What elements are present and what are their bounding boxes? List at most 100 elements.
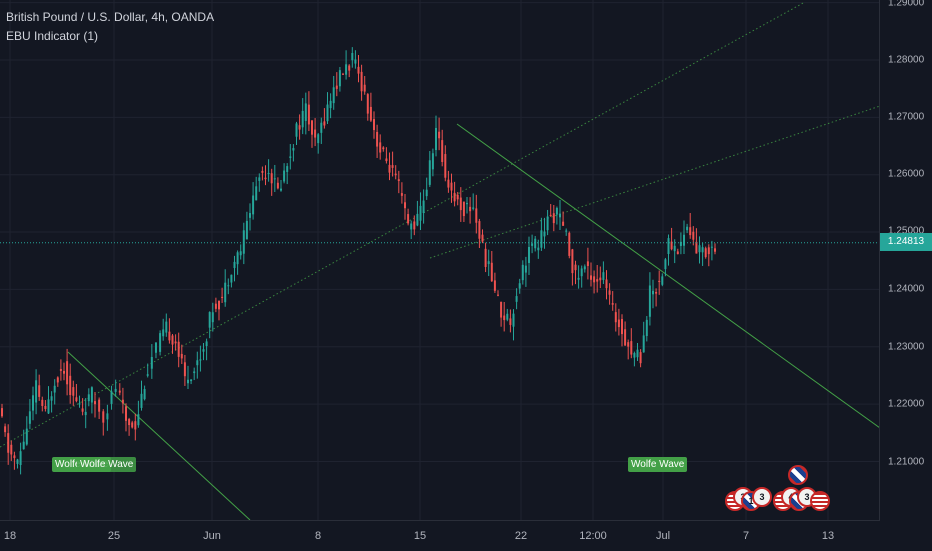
- candle-body: [87, 394, 90, 402]
- candle-body: [679, 241, 682, 246]
- candle-body: [44, 405, 47, 409]
- price-tick: 1.21000: [888, 456, 925, 468]
- candle-body: [555, 207, 558, 215]
- candle-body: [459, 197, 462, 211]
- candle-body: [627, 342, 630, 347]
- candle-body: [673, 245, 676, 252]
- candle-body: [391, 165, 394, 168]
- time-tick: 13: [821, 530, 835, 542]
- candle-body: [13, 455, 16, 459]
- candle-body: [270, 173, 273, 184]
- uk-event-flag[interactable]: [788, 465, 808, 485]
- candle-body: [602, 272, 605, 280]
- candle-body: [187, 379, 189, 384]
- time-tick: 15: [413, 530, 427, 542]
- candle-body: [549, 214, 552, 216]
- candle-body: [72, 387, 75, 396]
- candle-body: [41, 399, 44, 406]
- candle-body: [546, 216, 549, 231]
- candle-body: [710, 246, 713, 248]
- candle-body: [314, 129, 317, 138]
- candle-body: [642, 335, 645, 353]
- candle-body: [323, 121, 326, 126]
- candle-body: [453, 192, 456, 202]
- candle-body: [180, 353, 183, 359]
- candle-body: [329, 100, 332, 109]
- candle-body: [617, 319, 620, 328]
- candle-body: [264, 177, 267, 180]
- candle-body: [66, 361, 69, 385]
- candle-body: [534, 238, 537, 249]
- candle-body: [199, 359, 202, 361]
- candle-body: [16, 459, 19, 464]
- candle-body: [456, 194, 459, 200]
- wolfe-wave-label[interactable]: Wolfe Wave: [628, 457, 688, 472]
- price-tick: 1.22000: [888, 398, 925, 410]
- candle-body: [692, 231, 695, 240]
- symbol-title[interactable]: British Pound / U.S. Dollar, 4h, OANDA: [6, 10, 215, 24]
- wolfe-wave-label-overlap[interactable]: Wolfe Wave: [77, 457, 137, 472]
- candle-body: [369, 106, 372, 121]
- trendline: [67, 351, 251, 520]
- candle-body: [273, 178, 276, 180]
- candle-body: [165, 321, 168, 333]
- candle-body: [63, 370, 65, 374]
- candle-body: [636, 349, 639, 358]
- candle-body: [261, 170, 264, 173]
- candle-body: [431, 153, 434, 170]
- candle-body: [239, 251, 242, 256]
- candle-body: [379, 142, 382, 153]
- candle-body: [363, 84, 366, 92]
- candle-body: [286, 166, 289, 172]
- candle-body: [292, 148, 295, 151]
- candle-body: [683, 234, 685, 246]
- candle-body: [593, 276, 596, 283]
- candle-body: [652, 290, 654, 295]
- candle-body: [388, 164, 391, 173]
- candle-body: [509, 318, 512, 325]
- price-chart[interactable]: [0, 0, 880, 520]
- candle-body: [416, 213, 419, 226]
- candle-body: [478, 221, 481, 239]
- candle-body: [425, 189, 428, 197]
- candle-body: [311, 120, 313, 135]
- candle-body: [134, 421, 137, 430]
- candle-body: [326, 104, 329, 122]
- candle-body: [150, 357, 153, 369]
- candle-body: [28, 411, 31, 424]
- candle-body: [667, 238, 670, 254]
- candle-body: [481, 234, 484, 242]
- candle-body: [98, 399, 101, 412]
- candle-body: [190, 379, 193, 382]
- current-price-tag: 1.24813: [880, 233, 932, 251]
- candle-body: [283, 170, 286, 182]
- candle-body: [121, 399, 124, 404]
- candle-body: [419, 205, 422, 221]
- candle-body: [385, 158, 388, 162]
- indicator-label[interactable]: EBU Indicator (1): [6, 29, 99, 43]
- candle-body: [633, 353, 636, 358]
- candle-body: [236, 252, 239, 265]
- candle-body: [521, 264, 524, 281]
- candle-body: [469, 206, 472, 212]
- candle-body: [407, 214, 410, 224]
- candle-body: [574, 264, 577, 271]
- time-tick: 8: [314, 530, 322, 542]
- us-event-flag[interactable]: [810, 491, 830, 511]
- candle-body: [552, 213, 555, 224]
- candle-body: [168, 331, 171, 341]
- time-axis[interactable]: 18 25 Jun 8 15 22 12:00 Jul 7 13: [0, 520, 880, 551]
- candle-body: [218, 300, 220, 310]
- candle-body: [540, 230, 543, 248]
- candle-body: [320, 122, 323, 133]
- candle-body: [357, 66, 360, 74]
- candle-body: [596, 279, 599, 282]
- time-tick: Jul: [655, 530, 671, 542]
- candle-body: [639, 352, 642, 364]
- price-axis[interactable]: 1.29000 1.28000 1.27000 1.26000 1.25000 …: [879, 0, 932, 520]
- candle-body: [645, 319, 648, 337]
- event-count-badge[interactable]: 3: [752, 487, 772, 507]
- candle-body: [255, 186, 258, 201]
- candle-body: [146, 374, 149, 376]
